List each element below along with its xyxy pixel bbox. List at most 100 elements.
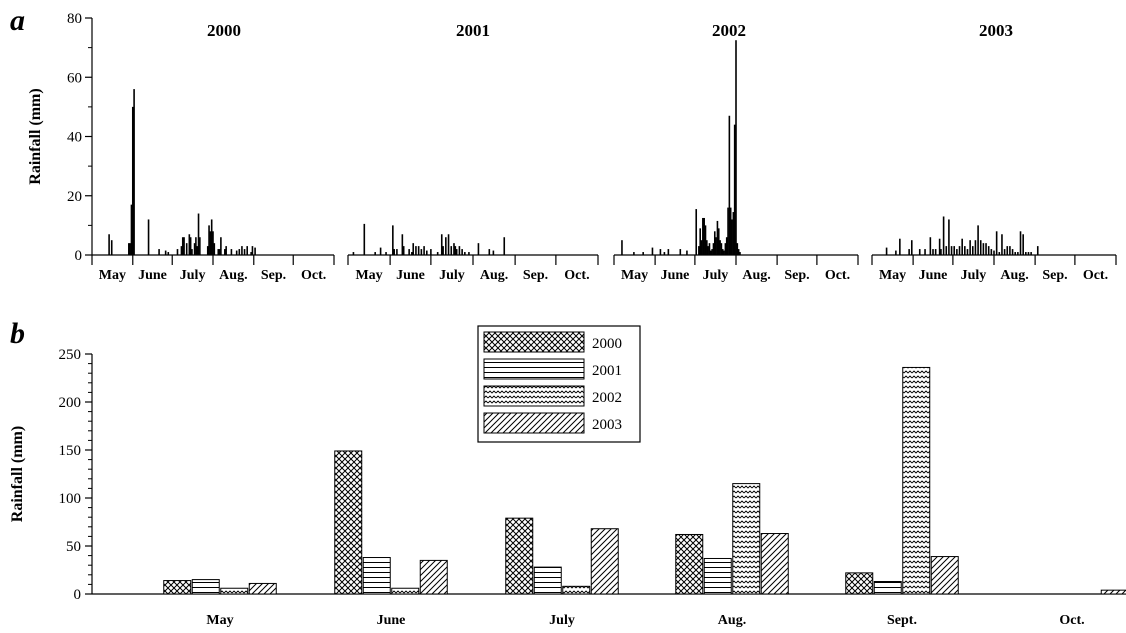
- daily-rainfall-bar: [728, 115, 731, 255]
- daily-rainfall-bar: [250, 252, 252, 255]
- daily-rainfall-bar: [1017, 252, 1019, 255]
- subplot-month-label: June: [396, 268, 425, 283]
- panel-a-subplot-2000: 2000 May June July Aug. Sep. Oct.: [91, 21, 335, 283]
- daily-rainfall-bar: [197, 213, 200, 255]
- panel-a-y-axis-label: Rainfall (mm): [27, 88, 44, 184]
- daily-rainfall-bar: [1006, 246, 1009, 255]
- daily-rainfall-bar: [716, 220, 719, 255]
- daily-rainfall-bar: [455, 249, 458, 255]
- daily-rainfall-bar: [426, 250, 428, 255]
- daily-rainfall-bar: [929, 237, 932, 255]
- subplot-title: 2003: [979, 21, 1013, 40]
- daily-rainfall-bar: [241, 246, 243, 255]
- subplot-month-label: June: [661, 268, 690, 283]
- panel-b-series-2002: [220, 366, 931, 595]
- subplot-month-label: June: [919, 268, 948, 283]
- daily-rainfall-bar: [667, 249, 670, 255]
- daily-rainfall-bar: [720, 243, 723, 255]
- daily-rainfall-bar: [715, 237, 717, 255]
- panel-a-daily-rainfall: Rainfall (mm) 0 20 40 60 80 2000 May June July Aug…: [27, 11, 1117, 283]
- daily-rainfall-bar: [238, 249, 241, 255]
- subplot-month-label: Oct.: [564, 268, 589, 283]
- panel-a-label: a: [10, 4, 25, 37]
- daily-rainfall-bar: [621, 240, 623, 255]
- daily-rainfall-bar: [979, 240, 982, 255]
- panel-b-monthly-rainfall: Rainfall (mm) 0 50 100 150 200 250 May June July A…: [9, 325, 1126, 628]
- daily-rainfall-bar: [492, 250, 495, 255]
- legend-swatch-2001: [483, 358, 585, 380]
- daily-rainfall-bar: [461, 249, 463, 255]
- daily-rainfall-bar: [735, 40, 737, 255]
- monthly-rainfall-bar: [760, 533, 789, 595]
- daily-rainfall-bar: [430, 249, 432, 255]
- subplot-month-label: May: [355, 268, 382, 283]
- daily-rainfall-bar: [1030, 252, 1032, 255]
- monthly-rainfall-bar: [732, 483, 761, 595]
- daily-rainfall-bar: [235, 250, 238, 255]
- daily-rainfall-bar: [899, 238, 901, 255]
- daily-rainfall-bar: [417, 246, 420, 255]
- daily-rainfall-bar: [385, 252, 387, 255]
- subplot-title: 2000: [207, 21, 241, 40]
- daily-rainfall-bar: [225, 246, 227, 255]
- daily-rainfall-bar: [196, 246, 199, 255]
- daily-rainfall-bar: [129, 243, 131, 255]
- daily-rainfall-bar: [663, 252, 666, 255]
- panel-b-category-label: Aug.: [718, 613, 746, 628]
- daily-rainfall-bar: [210, 219, 213, 255]
- daily-rainfall-bar: [110, 240, 113, 255]
- daily-rainfall-bar: [895, 250, 897, 255]
- subplot-month-label: Sep.: [523, 268, 548, 283]
- daily-rainfall-bar: [732, 212, 735, 255]
- monthly-rainfall-bar: [220, 587, 249, 595]
- subplot-title: 2002: [712, 21, 746, 40]
- daily-rainfall-bar: [401, 234, 404, 255]
- subplot-title: 2001: [456, 21, 490, 40]
- daily-rainfall-bar: [725, 237, 728, 255]
- subplot-month-label: Oct.: [825, 268, 850, 283]
- daily-rainfall-bar: [695, 209, 698, 255]
- subplot-month-label: Sep.: [784, 268, 809, 283]
- daily-rainfall-bar: [953, 246, 956, 255]
- daily-rainfall-bar: [977, 225, 979, 255]
- panel-b-series-2000: [163, 450, 874, 595]
- daily-rainfall-bar: [189, 237, 192, 255]
- daily-rainfall-bar: [710, 250, 712, 255]
- daily-rainfall-bar: [195, 237, 197, 255]
- panel-b-y-axis-label: Rainfall (mm): [9, 426, 26, 522]
- daily-rainfall-bar: [969, 240, 971, 255]
- daily-rainfall-bar: [908, 249, 910, 255]
- subplot-month-label: Oct.: [301, 268, 326, 283]
- daily-rainfall-bar: [251, 246, 254, 255]
- subplot-month-label: Aug.: [1000, 268, 1028, 283]
- daily-rainfall-bar: [180, 246, 183, 255]
- monthly-rainfall-bar: [873, 581, 902, 595]
- monthly-rainfall-bar: [562, 585, 591, 595]
- daily-rainfall-bar: [993, 250, 995, 255]
- panel-b-category-label: June: [377, 613, 406, 628]
- daily-rainfall-bar: [411, 252, 413, 255]
- legend-swatch-2000: [483, 331, 585, 353]
- daily-rainfall-bar: [1014, 252, 1017, 255]
- daily-rainfall-bar: [1027, 252, 1030, 255]
- monthly-rainfall-bar: [703, 557, 732, 595]
- daily-rainfall-bar: [193, 243, 196, 255]
- panel-a-y-tick-label: 0: [75, 248, 83, 264]
- panel-b-label: b: [10, 317, 25, 350]
- panel-b-category-label: Sept.: [887, 613, 917, 628]
- panel-a-subplot-2001: 2001 May June July Aug. Sep. Oct.: [347, 21, 599, 283]
- daily-rainfall-bar: [982, 243, 985, 255]
- daily-rainfall-bar: [721, 249, 724, 255]
- daily-rainfall-bar: [736, 243, 739, 255]
- daily-rainfall-bar: [956, 249, 958, 255]
- daily-rainfall-bar: [191, 249, 193, 255]
- daily-rainfall-bar: [220, 237, 222, 255]
- daily-rainfall-bar: [659, 249, 662, 255]
- panel-a-y-tick-label: 40: [67, 130, 82, 146]
- panel-b-category-label: May: [206, 613, 233, 628]
- daily-rainfall-bar: [488, 249, 491, 255]
- daily-rainfall-bar: [995, 231, 998, 255]
- panel-a-y-tick-label: 60: [67, 70, 82, 86]
- subplot-month-label: Aug.: [219, 268, 247, 283]
